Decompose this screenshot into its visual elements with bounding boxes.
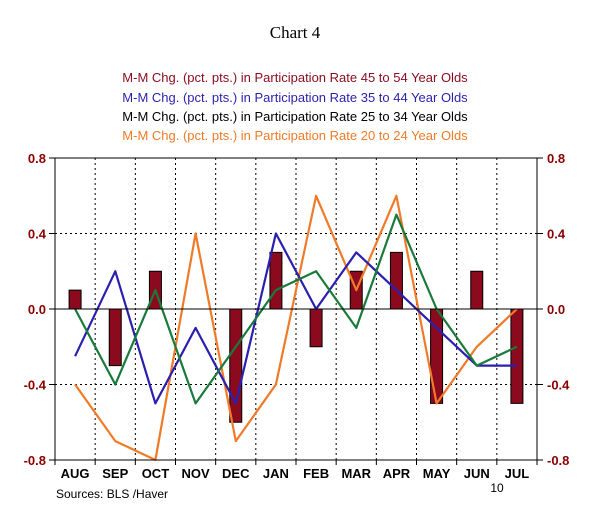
- x-tick-label-jun: JUN: [464, 466, 490, 481]
- x-tick-label-feb: FEB: [303, 466, 329, 481]
- bar-jul: [510, 308, 524, 404]
- x-tick-label-jul: JUL: [505, 466, 530, 481]
- x-tick-label-dec: DEC: [222, 466, 250, 481]
- bar-series: [68, 251, 524, 423]
- y-tick-label-right: -0.8: [547, 453, 569, 468]
- year-marker: 10: [490, 481, 504, 495]
- y-tick-label-left: -0.8: [24, 453, 46, 468]
- series-line-20-24: [74, 194, 518, 462]
- bar-dec: [229, 308, 243, 423]
- x-tick-label-nov: NOV: [181, 466, 210, 481]
- legend-entry-45-54: M-M Chg. (pct. pts.) in Participation Ra…: [122, 70, 468, 85]
- series-line-25-34: [74, 213, 518, 405]
- y-tick-label-right: 0.4: [547, 227, 566, 242]
- legend-entry-20-24: M-M Chg. (pct. pts.) in Participation Ra…: [122, 128, 468, 143]
- x-tick-label-apr: APR: [383, 466, 411, 481]
- x-tick-label-jan: JAN: [263, 466, 289, 481]
- legend-entry-35-44: M-M Chg. (pct. pts.) in Participation Ra…: [122, 90, 468, 105]
- y-tick-label-left: 0.0: [28, 302, 46, 317]
- bar-apr: [389, 251, 403, 310]
- source-note: Sources: BLS /Haver: [56, 487, 168, 501]
- x-tick-label-may: MAY: [423, 466, 451, 481]
- x-tick-label-oct: OCT: [142, 466, 170, 481]
- y-tick-label-right: 0.8: [547, 151, 565, 166]
- y-tick-label-left: 0.4: [28, 227, 47, 242]
- line-series: [74, 194, 518, 462]
- axes: [49, 157, 543, 465]
- tick-labels: 0.8 0.8 0.4 0.4 0.0 0.0 -0.4 -0.4 -0.8 -0.8 AUG SEP…: [24, 151, 571, 481]
- bar-jan: [269, 251, 283, 310]
- chart-title: Chart 4: [270, 23, 321, 42]
- bar-jun: [470, 270, 484, 310]
- x-tick-label-sep: SEP: [102, 466, 128, 481]
- y-tick-label-right: 0.0: [547, 302, 565, 317]
- bar-feb: [309, 308, 323, 348]
- x-tick-label-aug: AUG: [61, 466, 90, 481]
- series-line-35-44: [74, 232, 517, 405]
- bar-aug: [68, 289, 82, 310]
- y-tick-label-left: -0.4: [24, 378, 47, 393]
- y-tick-label-left: 0.8: [28, 151, 46, 166]
- legend-entry-25-34: M-M Chg. (pct. pts.) in Participation Ra…: [122, 109, 468, 124]
- y-tick-label-right: -0.4: [547, 378, 570, 393]
- bar-sep: [108, 308, 122, 367]
- x-tick-label-mar: MAR: [341, 466, 371, 481]
